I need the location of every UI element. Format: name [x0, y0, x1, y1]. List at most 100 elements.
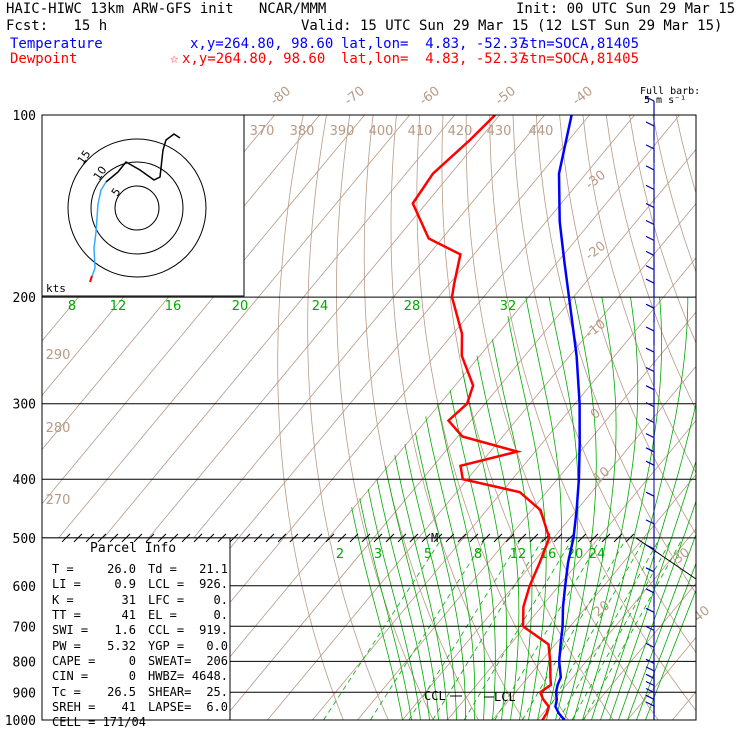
- parcel-key-right: EL =: [148, 608, 177, 622]
- title-line: HAIC-HIWC 13km ARW-GFS init NCAR/MMM: [6, 1, 326, 17]
- isotherm-label: -30: [583, 168, 609, 193]
- tropopause-hatch: [397, 533, 407, 543]
- theta-label-top: 390: [330, 124, 355, 139]
- moist-adiabat-line: [404, 444, 457, 720]
- wind-barb-flag: [645, 447, 655, 453]
- dry-adiabat-line: [512, 115, 696, 654]
- legend-dewpoint-xy: x,y=264.80, 98.60: [182, 51, 326, 67]
- legend-temperature-xy: x,y=264.80, 98.60: [190, 36, 334, 52]
- parcel-value-left: 41: [122, 608, 136, 622]
- parcel-value-right: 206: [206, 654, 228, 668]
- moist-adiabat-line: [645, 589, 696, 720]
- pressure-tick-label: 700: [13, 620, 36, 635]
- tropopause-hatch: [517, 533, 527, 543]
- parcel-value-right: 6.0: [206, 700, 228, 714]
- moist-adiabat-label: 28: [404, 299, 421, 314]
- wind-barb-flag: [645, 235, 655, 241]
- theta-label-top: 420: [448, 124, 473, 139]
- wind-barb-flag: [645, 417, 655, 424]
- parcel-key-left: PW =: [52, 639, 81, 653]
- legend-temperature-label: Temperature: [10, 36, 103, 52]
- lcl-label: LCL: [494, 690, 516, 704]
- isotherm-line: [42, 115, 365, 505]
- parcel-value-left: 0: [129, 669, 136, 683]
- mixing-ratio-label: 24: [589, 547, 606, 562]
- parcel-key-left: SWI =: [52, 623, 88, 637]
- tropopause-hatch: [73, 533, 83, 543]
- fcst-line: Fcst: 15 h: [6, 18, 107, 34]
- wind-barb-flag: [645, 625, 655, 631]
- tropopause-hatch: [493, 533, 503, 543]
- dry-adiabat-line: [699, 115, 740, 720]
- isotherm-line: [267, 203, 696, 720]
- tropopause-hatch: [181, 533, 191, 543]
- theta-label-top: 380: [290, 124, 315, 139]
- mixing-ratio-line: [558, 537, 661, 720]
- tropopause-hatch: [253, 533, 263, 543]
- parcel-value-left: 41: [122, 700, 136, 714]
- wind-barb-flag: [645, 326, 655, 332]
- ccl-label: CCL: [424, 689, 446, 703]
- valid-time: Valid: 15 UTC Sun 29 Mar 15 (12 LST Sun …: [301, 18, 723, 34]
- wind-barb-flag: [645, 567, 655, 573]
- tropopause-hatch: [109, 533, 119, 543]
- tropopause-hatch: [325, 533, 335, 543]
- parcel-value-right: 926.: [199, 577, 228, 591]
- skew-edge: [635, 537, 697, 580]
- parcel-table-box: [41, 537, 231, 721]
- parcel-key-left: T =: [52, 562, 74, 576]
- wind-barb-flag: [645, 588, 655, 594]
- tropopause-hatch: [85, 533, 95, 543]
- pressure-tick-label: 1000: [5, 714, 36, 729]
- isotherm-label: -40: [570, 84, 596, 109]
- pressure-tick-label: 100: [13, 109, 36, 124]
- parcel-key-left: CAPE =: [52, 654, 95, 668]
- tropopause-hatch: [457, 533, 467, 543]
- mixing-ratio-grid: [323, 537, 684, 720]
- tropopause-hatch: [481, 533, 491, 543]
- hodograph-upper-trace: [105, 133, 181, 183]
- mixing-ratio-line: [494, 537, 602, 720]
- isotherm-line: [718, 115, 740, 720]
- mixing-ratio-line: [571, 537, 673, 720]
- wind-barb-flag: [645, 519, 655, 525]
- isotherm-line: [492, 474, 696, 720]
- tropopause-hatch: [289, 533, 299, 543]
- plot-border: [41, 114, 697, 721]
- isotherm-line: [312, 257, 696, 720]
- isotherm-label: -50: [493, 84, 519, 109]
- fcst-label: Fcst:: [6, 18, 49, 34]
- isotherm-line: [177, 115, 680, 720]
- dry-adiabat-line: [723, 115, 740, 720]
- wind-barb-flag: [645, 433, 655, 439]
- wind-barb-flag: [645, 278, 655, 284]
- dry-adiabat-line: [582, 115, 696, 474]
- barb-legend-line1: Full barb:: [640, 86, 701, 97]
- dry-adiabat-line: [277, 115, 344, 720]
- theta-label-left: 270: [46, 493, 71, 508]
- wind-barb-flag: [645, 701, 655, 707]
- parcel-info-title: Parcel Info: [90, 541, 176, 556]
- moist-adiabat-line: [476, 355, 520, 720]
- parcel-key-right: YGP =: [148, 639, 184, 653]
- parcel-key-right: SHEAR=: [148, 685, 191, 699]
- parcel-value-left: 5.32: [107, 639, 136, 653]
- parcel-value-right: 919.: [199, 623, 228, 637]
- dry-adiabat-line: [559, 115, 696, 535]
- tropopause-hatch: [313, 533, 323, 543]
- wind-barb-flag: [645, 144, 655, 150]
- wind-barb-flag: [645, 694, 655, 700]
- mixing-ratio-label: 2: [336, 547, 344, 562]
- mixing-ratio-line: [522, 537, 627, 720]
- wind-barb-flag: [645, 673, 655, 679]
- hodograph-sfc-trace: [89, 275, 93, 283]
- tropopause-hatch: [433, 533, 443, 543]
- moist-adiabat-line: [437, 403, 486, 720]
- tropopause-hatch: [409, 533, 419, 543]
- tropopause-hatch: [529, 533, 539, 543]
- tropopause-hatch: [301, 533, 311, 543]
- parcel-value-right: 21.1: [199, 562, 228, 576]
- parcel-key-left: LI =: [52, 577, 81, 591]
- pressure-tick-label: 400: [13, 473, 36, 488]
